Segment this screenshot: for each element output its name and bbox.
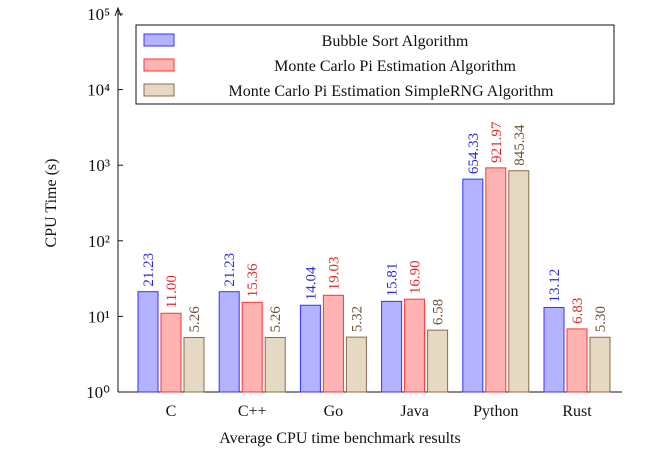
- legend-label: Monte Carlo Pi Estimation SimpleRNG Algo…: [229, 83, 554, 100]
- x-tick-label: Java: [400, 403, 428, 420]
- data-label: 11.00: [164, 275, 180, 308]
- data-label: 19.03: [326, 257, 342, 291]
- bar: [427, 329, 449, 393]
- data-label: 845.34: [512, 124, 528, 166]
- y-tick-label: 10³: [88, 156, 110, 175]
- data-label: 5.26: [268, 306, 284, 333]
- y-tick-label: 10⁵: [87, 5, 110, 24]
- bar: [543, 306, 565, 393]
- data-label: 13.12: [547, 269, 563, 303]
- bar: [264, 336, 286, 393]
- bar: [566, 328, 588, 393]
- x-axis-label: Average CPU time benchmark results: [219, 430, 460, 447]
- y-tick-label: 10⁴: [87, 81, 110, 100]
- data-label: 15.81: [385, 263, 401, 297]
- x-tick-label: Rust: [562, 403, 592, 420]
- bar: [381, 300, 403, 393]
- legend-swatch: [143, 33, 175, 47]
- bar: [299, 304, 321, 393]
- bar: [404, 298, 426, 393]
- legend-swatch: [143, 58, 175, 72]
- bar: [589, 336, 611, 393]
- bar: [462, 178, 484, 393]
- y-axis-arrow: [114, 6, 122, 17]
- x-tick-label: Python: [473, 403, 518, 420]
- legend-swatch: [143, 83, 175, 97]
- legend-box: [135, 24, 615, 105]
- bar: [322, 294, 344, 393]
- data-label: 21.23: [141, 253, 157, 287]
- y-tick-label: 10¹: [88, 307, 110, 326]
- data-label: 5.30: [593, 306, 609, 332]
- data-label: 6.58: [431, 299, 447, 325]
- bar: [345, 336, 367, 393]
- y-tick-label: 10²: [88, 232, 110, 251]
- bar: [218, 291, 240, 393]
- bar: [241, 301, 263, 393]
- legend-label: Bubble Sort Algorithm: [322, 33, 469, 50]
- bar: [508, 170, 530, 393]
- data-label: 921.97: [489, 121, 505, 163]
- data-label: 14.04: [303, 266, 319, 300]
- data-label: 5.26: [187, 306, 203, 333]
- data-label: 16.90: [408, 260, 424, 294]
- data-label: 5.32: [349, 306, 365, 332]
- y-tick-label: 10⁰: [86, 383, 110, 402]
- data-label: 654.33: [466, 133, 482, 174]
- x-tick-label: C: [166, 403, 177, 420]
- data-label: 6.83: [570, 298, 586, 324]
- bar: [485, 167, 507, 393]
- y-axis-label: CPU Time (s): [43, 159, 60, 248]
- x-tick-label: Go: [324, 403, 344, 420]
- bar: [160, 312, 182, 393]
- bar: [183, 336, 205, 393]
- data-label: 15.36: [245, 263, 261, 297]
- legend-label: Monte Carlo Pi Estimation Algorithm: [274, 58, 516, 75]
- bar: [137, 291, 159, 393]
- x-tick-label: C++: [238, 403, 267, 420]
- data-label: 21.23: [222, 253, 238, 287]
